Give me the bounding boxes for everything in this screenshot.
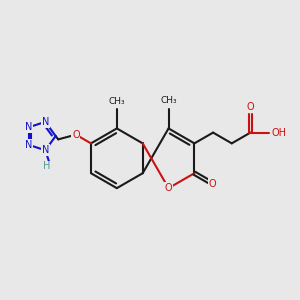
Text: N: N (25, 140, 32, 150)
Text: CH₃: CH₃ (160, 96, 177, 105)
Text: O: O (72, 130, 80, 140)
Text: O: O (209, 179, 216, 189)
Text: O: O (247, 102, 254, 112)
Text: N: N (42, 145, 49, 155)
Text: O: O (165, 183, 172, 193)
Text: OH: OH (271, 128, 286, 138)
Text: CH₃: CH₃ (109, 97, 125, 106)
Text: N: N (42, 117, 49, 127)
Text: H: H (43, 161, 50, 171)
Text: N: N (25, 122, 32, 132)
